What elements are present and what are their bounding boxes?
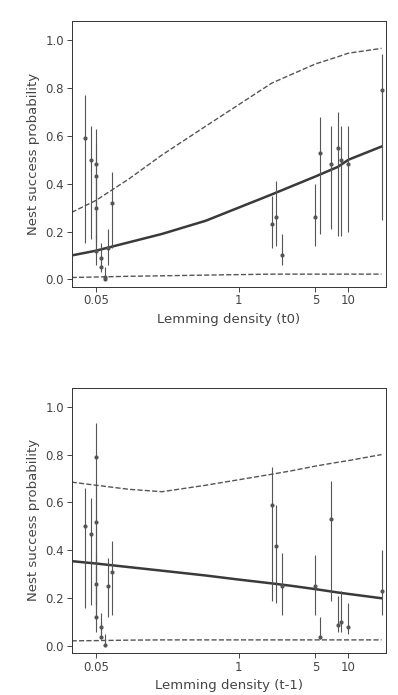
Y-axis label: Nest success probability: Nest success probability: [27, 439, 40, 601]
X-axis label: Lemming density (t-1): Lemming density (t-1): [155, 680, 303, 692]
Y-axis label: Nest success probability: Nest success probability: [27, 73, 40, 235]
X-axis label: Lemming density (t0): Lemming density (t0): [157, 313, 300, 326]
